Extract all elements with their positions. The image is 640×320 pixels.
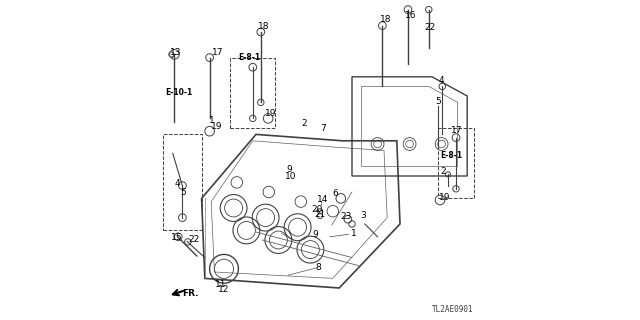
Text: 13: 13 — [170, 48, 181, 57]
Text: 11: 11 — [215, 280, 227, 289]
Text: TL2AE0901: TL2AE0901 — [432, 305, 474, 314]
Text: 10: 10 — [285, 172, 297, 181]
Text: 4: 4 — [174, 179, 180, 188]
Text: E-10-1: E-10-1 — [165, 88, 192, 97]
Text: 22: 22 — [424, 23, 435, 32]
Text: 3: 3 — [360, 212, 365, 220]
Text: 1: 1 — [209, 116, 214, 124]
Text: 19: 19 — [265, 109, 276, 118]
Bar — [438, 128, 474, 198]
Text: 2: 2 — [301, 119, 307, 128]
Text: 5: 5 — [180, 188, 186, 197]
Text: 14: 14 — [317, 195, 329, 204]
Text: 6: 6 — [332, 189, 338, 198]
Text: 22: 22 — [189, 235, 200, 244]
Text: 9: 9 — [312, 230, 317, 239]
Text: 1: 1 — [351, 229, 357, 238]
Text: 5: 5 — [435, 97, 440, 106]
Text: 19: 19 — [440, 193, 451, 202]
Text: 4: 4 — [438, 76, 444, 85]
Text: 18: 18 — [258, 22, 269, 31]
Text: 8: 8 — [315, 263, 321, 272]
Text: 18: 18 — [380, 15, 392, 24]
Bar — [163, 134, 202, 230]
Text: 16: 16 — [405, 11, 416, 20]
Text: 17: 17 — [212, 48, 223, 57]
Text: 9: 9 — [287, 165, 292, 174]
Text: E-8-1: E-8-1 — [440, 151, 463, 160]
Text: 17: 17 — [451, 126, 462, 135]
Text: 7: 7 — [320, 124, 326, 132]
Text: 23: 23 — [340, 212, 352, 221]
Text: E-8-1: E-8-1 — [238, 53, 260, 62]
Text: 15: 15 — [172, 233, 182, 242]
Text: 2: 2 — [440, 167, 445, 176]
Text: 20: 20 — [312, 205, 323, 214]
Text: FR.: FR. — [182, 289, 198, 298]
Text: 21: 21 — [314, 210, 325, 219]
Bar — [230, 58, 275, 128]
Text: 12: 12 — [218, 285, 230, 294]
Text: 19: 19 — [211, 122, 223, 131]
